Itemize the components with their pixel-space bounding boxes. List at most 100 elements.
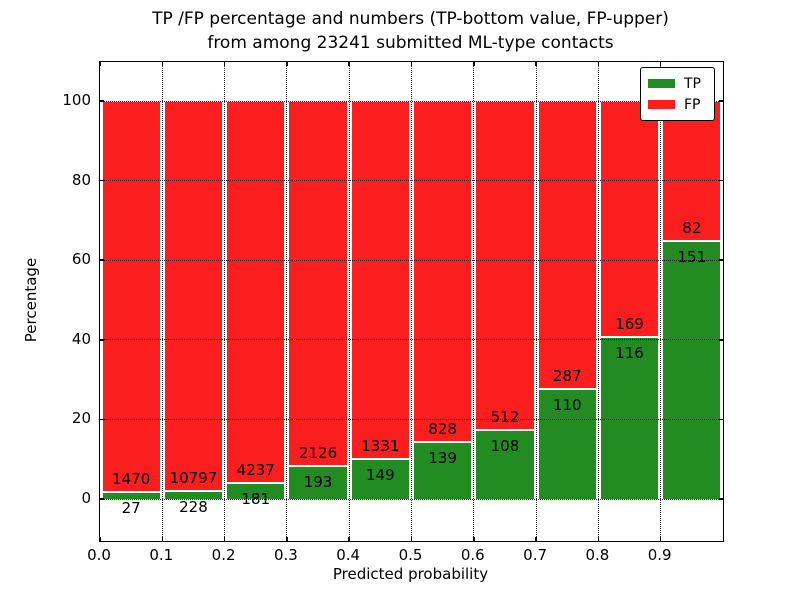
v-gridline (348, 62, 350, 541)
tp-count-label: 108 (490, 436, 520, 455)
v-gridline (286, 62, 288, 541)
x-tick-mark (535, 537, 537, 541)
v-gridline (473, 62, 475, 541)
fp-count-label: 169 (615, 315, 644, 333)
v-gridline (535, 62, 537, 541)
x-tick-mark (348, 537, 350, 541)
tp-count-label: 116 (615, 344, 644, 362)
x-tick-mark-top (161, 62, 164, 66)
y-tick-mark (100, 259, 104, 261)
v-gridline (660, 62, 662, 541)
x-tick-mark-top (99, 62, 101, 66)
v-gridline (597, 62, 599, 541)
y-tick-mark (100, 100, 104, 102)
x-tick-label: 0.1 (149, 546, 174, 564)
bar-segment-tp (599, 337, 660, 500)
fp-count-label: 10797 (169, 468, 218, 487)
fp-count-label: 512 (490, 407, 520, 426)
y-tick-mark (100, 498, 104, 500)
chart-title-line2: from among 23241 submitted ML-type conta… (207, 33, 614, 53)
x-tick-label: 0.4 (336, 546, 361, 564)
x-tick-mark (597, 537, 600, 541)
bar-segment-fp (163, 101, 224, 491)
y-tick-mark-right (719, 259, 723, 261)
x-tick-label: 0.3 (273, 546, 298, 564)
bar-segment-tp (475, 429, 535, 500)
x-tick-mark-top (473, 62, 475, 66)
x-tick-mark-top (286, 62, 288, 66)
chart-title-line1: TP /FP percentage and numbers (TP-bottom… (152, 9, 669, 29)
x-tick-mark (161, 537, 164, 541)
y-tick-mark (100, 339, 104, 341)
x-tick-mark (99, 537, 101, 541)
y-tick-mark-right (719, 339, 723, 341)
x-tick-mark-top (223, 62, 226, 66)
x-axis-label: Predicted probability (332, 565, 489, 583)
y-tick-mark (100, 179, 104, 182)
y-tick-label: 100 (62, 91, 91, 109)
legend-label-tp: TP (684, 75, 701, 92)
bar-segment-fp (288, 101, 348, 466)
bar-segment-fp (413, 101, 473, 442)
x-tick-label: 0.2 (211, 546, 236, 564)
x-tick-label: 0.6 (460, 546, 485, 564)
bar-segment-fp (350, 101, 410, 459)
bar-segment-tp (288, 465, 348, 500)
legend-swatch-fp (648, 100, 675, 109)
x-tick-mark-top (410, 62, 413, 66)
legend-swatch-tp (648, 79, 675, 88)
chart-title: TP /FP percentage and numbers (TP-bottom… (99, 7, 722, 55)
legend: TP FP (640, 67, 715, 121)
x-tick-mark (410, 537, 413, 541)
bar-segment-fp (599, 101, 660, 337)
x-tick-label: 0.8 (585, 546, 610, 564)
fp-count-label: 1331 (361, 436, 400, 455)
x-tick-mark-top (535, 62, 537, 66)
legend-row-tp: TP (648, 73, 714, 94)
legend-label-fp: FP (684, 96, 701, 113)
y-tick-label: 20 (71, 409, 91, 428)
x-tick-label: 0.5 (398, 546, 423, 564)
tp-count-label: 149 (366, 465, 395, 484)
tp-count-label: 139 (428, 448, 457, 467)
fp-count-label: 2126 (298, 443, 338, 462)
fp-count-label: 287 (552, 366, 582, 385)
tp-count-label: 27 (121, 498, 141, 517)
bar-segment-fp (475, 101, 535, 430)
y-axis-label: Percentage (22, 257, 40, 343)
x-tick-label: 0.0 (87, 546, 111, 564)
y-tick-label: 0 (81, 489, 91, 507)
legend-row-fp: FP (648, 94, 714, 115)
tp-count-label: 151 (677, 248, 707, 267)
tp-count-label: 110 (552, 395, 582, 414)
plot-area: TP FP 1470 27 10797 228 4237 181 2126 193 1331 14… (99, 61, 724, 542)
x-tick-mark-top (597, 62, 600, 66)
y-tick-label: 80 (71, 170, 91, 189)
fp-count-label: 828 (428, 419, 457, 438)
y-tick-mark-right (719, 179, 723, 182)
y-tick-label: 60 (71, 250, 91, 269)
bar-segment-fp (537, 101, 597, 389)
y-tick-label: 40 (71, 329, 91, 348)
bar-segment-tp (662, 241, 722, 500)
bar-segment-fp (226, 101, 286, 483)
x-tick-label: 0.9 (647, 546, 672, 564)
x-tick-mark (223, 537, 226, 541)
tp-count-label: 228 (179, 497, 208, 516)
x-tick-mark (473, 537, 475, 541)
bar-segment-fp (101, 101, 161, 492)
y-tick-mark-right (719, 100, 723, 102)
v-gridline (224, 62, 226, 541)
x-tick-mark (286, 537, 288, 541)
x-tick-mark-top (659, 62, 662, 66)
fp-count-label: 82 (682, 219, 702, 238)
x-tick-mark-top (348, 62, 350, 66)
bar-segment-fp (662, 101, 722, 242)
y-tick-mark-right (719, 498, 723, 500)
y-tick-mark (100, 418, 104, 421)
x-tick-label: 0.7 (523, 546, 548, 564)
tp-count-label: 181 (241, 489, 271, 508)
fp-count-label: 1470 (112, 469, 151, 488)
v-gridline (411, 62, 412, 541)
v-gridline (161, 62, 163, 541)
